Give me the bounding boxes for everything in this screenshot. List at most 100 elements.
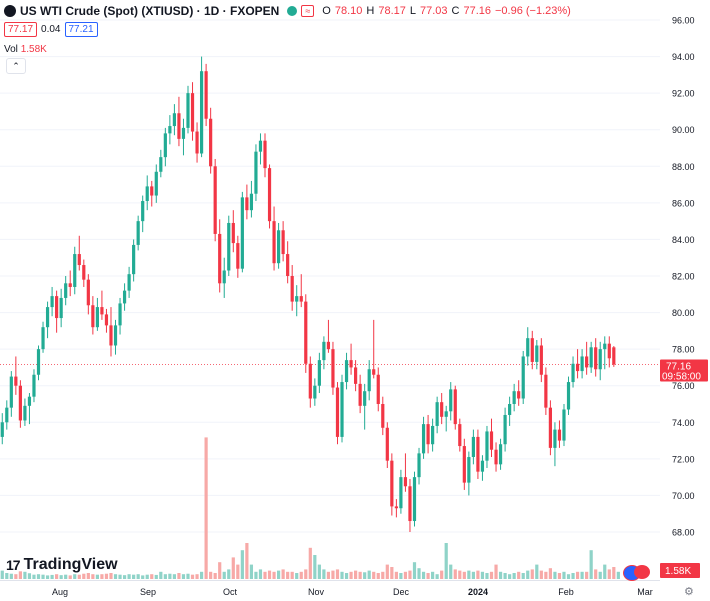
candle-body[interactable] (467, 457, 471, 483)
price-axis[interactable]: 68.00 70.00 72.00 74.00 76.00 78.00 80.00 82.00… (660, 0, 710, 580)
candle-body[interactable] (417, 453, 421, 478)
bid-button[interactable]: 77.17 (4, 22, 38, 37)
candle-body[interactable] (403, 477, 408, 487)
candle-body[interactable] (426, 424, 430, 445)
symbol-title[interactable]: US WTI Crude (Spot) (XTIUSD) · 1D · FXOP… (20, 4, 280, 18)
candle-body[interactable] (335, 387, 340, 437)
candle-body[interactable] (363, 391, 367, 406)
candle-body[interactable] (358, 383, 362, 406)
candle-body[interactable] (603, 343, 607, 350)
candle-body[interactable] (440, 402, 444, 417)
candle-body[interactable] (267, 168, 272, 222)
gear-icon[interactable]: ⚙ (684, 586, 694, 598)
candle-body[interactable] (150, 186, 154, 196)
candle-body[interactable] (607, 343, 611, 359)
candle-body[interactable] (394, 506, 398, 509)
candle-body[interactable] (272, 221, 276, 264)
candle-body[interactable] (9, 376, 13, 408)
candle-body[interactable] (27, 396, 32, 406)
candle-body[interactable] (141, 201, 145, 222)
candle-body[interactable] (544, 374, 548, 408)
candle-body[interactable] (535, 345, 539, 362)
candle-body[interactable] (136, 221, 140, 245)
candle-body[interactable] (23, 405, 27, 421)
candle-body[interactable] (304, 301, 308, 364)
candle-body[interactable] (399, 477, 403, 509)
candle-body[interactable] (59, 297, 63, 319)
candle-body[interactable] (485, 431, 489, 461)
candle-body[interactable] (308, 363, 312, 399)
candle-body[interactable] (331, 349, 335, 388)
candle-body[interactable] (32, 374, 36, 397)
candle-body[interactable] (566, 382, 571, 410)
candle-body[interactable] (104, 314, 109, 326)
candle-body[interactable] (254, 151, 258, 194)
candle-body[interactable] (480, 460, 485, 472)
candle-body[interactable] (263, 140, 267, 169)
candle-body[interactable] (489, 431, 494, 450)
candle-body[interactable] (412, 477, 417, 522)
candle-body[interactable] (118, 303, 122, 326)
compare-icon[interactable]: ≈ (301, 5, 315, 17)
candle-body[interactable] (354, 367, 358, 384)
ask-button[interactable]: 77.21 (64, 22, 98, 37)
candle-body[interactable] (494, 449, 498, 465)
candle-body[interactable] (186, 93, 190, 128)
candle-body[interactable] (132, 244, 136, 275)
candle-body[interactable] (55, 296, 59, 319)
candle-body[interactable] (349, 360, 353, 368)
candle-body[interactable] (548, 407, 552, 448)
candle-body[interactable] (36, 349, 41, 375)
candle-body[interactable] (64, 283, 68, 298)
candle-body[interactable] (68, 283, 72, 287)
candle-body[interactable] (50, 296, 54, 308)
candle-body[interactable] (344, 360, 349, 383)
candle-body[interactable] (45, 307, 50, 328)
candle-body[interactable] (381, 404, 385, 428)
candle-body[interactable] (145, 186, 149, 202)
candle-body[interactable] (5, 407, 9, 423)
candle-body[interactable] (498, 444, 503, 465)
candle-body[interactable] (367, 369, 371, 392)
candle-body[interactable] (530, 338, 534, 362)
candle-body[interactable] (372, 369, 376, 375)
candle-body[interactable] (154, 171, 158, 196)
candle-body[interactable] (281, 230, 285, 255)
candle-body[interactable] (290, 276, 294, 302)
candle-body[interactable] (612, 347, 616, 365)
candle-body[interactable] (95, 307, 99, 328)
candle-body[interactable] (517, 391, 521, 399)
candle-body[interactable] (521, 356, 525, 399)
candle-body[interactable] (168, 126, 172, 134)
candle-body[interactable] (209, 118, 213, 167)
candle-body[interactable] (557, 429, 562, 441)
candle-body[interactable] (245, 197, 249, 211)
candle-body[interactable] (82, 265, 86, 280)
candle-body[interactable] (421, 424, 426, 454)
chevron-up-icon[interactable]: ⌃ (6, 58, 26, 74)
candle-body[interactable] (113, 325, 118, 346)
candle-body[interactable] (435, 402, 439, 426)
candle-body[interactable] (476, 436, 480, 472)
candle-body[interactable] (276, 230, 281, 264)
candle-body[interactable] (14, 376, 18, 386)
candle-body[interactable] (18, 385, 22, 421)
candle-body[interactable] (313, 385, 317, 399)
candle-body[interactable] (431, 425, 435, 445)
candle-body[interactable] (453, 389, 457, 425)
candle-body[interactable] (575, 363, 580, 372)
candle-body[interactable] (571, 363, 575, 383)
candle-body[interactable] (508, 404, 512, 415)
candle-body[interactable] (585, 356, 589, 368)
candle-body[interactable] (322, 341, 326, 361)
candle-body[interactable] (231, 222, 235, 244)
candle-body[interactable] (385, 427, 389, 461)
candle-body[interactable] (172, 113, 177, 127)
candle-body[interactable] (471, 436, 475, 458)
candle-body[interactable] (77, 254, 81, 266)
candle-body[interactable] (73, 254, 77, 287)
candle-body[interactable] (444, 411, 448, 417)
candle-body[interactable] (408, 486, 412, 522)
event-flag-icon[interactable] (634, 565, 650, 579)
candle-body[interactable] (553, 429, 557, 448)
